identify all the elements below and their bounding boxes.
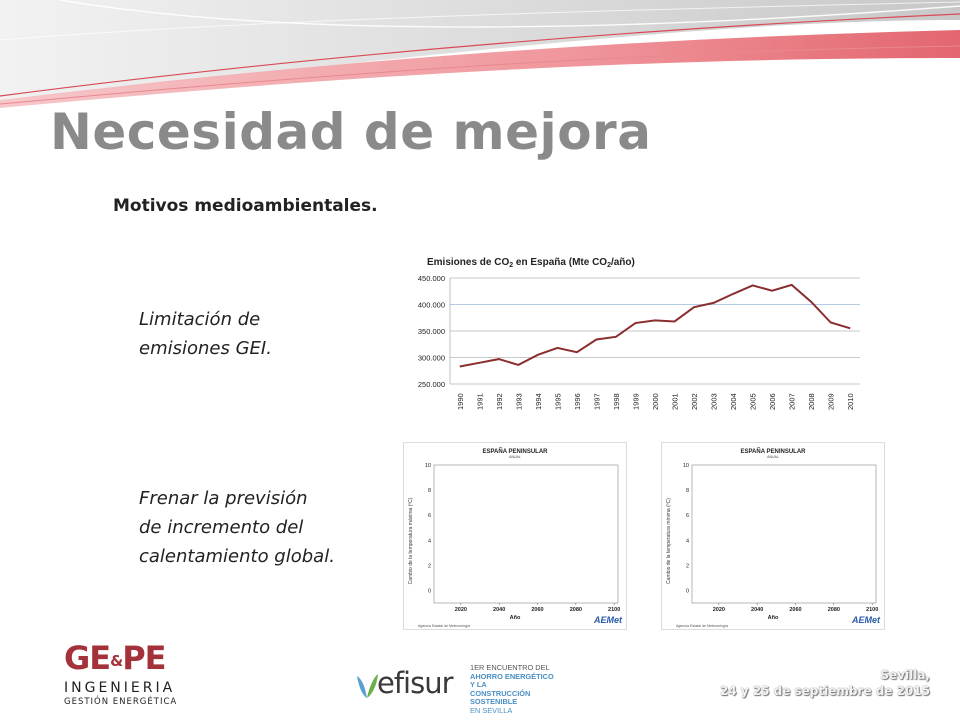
- y-tick-label: 450.000: [418, 274, 445, 283]
- x-tick-label: 2004: [729, 393, 738, 410]
- x-tick-label: 1993: [514, 393, 523, 410]
- x-tick-label: 2020: [455, 607, 467, 613]
- x-axis-label: Año: [510, 615, 521, 621]
- x-tick-label: 2100: [866, 607, 878, 613]
- efisur-logo: efisur 1ER ENCUENTRO DEL AHORRO ENERGÉTI…: [355, 663, 560, 714]
- y-tick-label: 0: [428, 588, 431, 594]
- gepe-line1: INGENIERIA: [64, 680, 176, 696]
- bullet-line: Frenar la previsión: [139, 488, 308, 509]
- y-tick-label: 6: [686, 513, 689, 519]
- gepe-mark: GE&PE: [64, 639, 167, 677]
- x-tick-label: 2006: [768, 393, 777, 410]
- x-tick-label: 1996: [573, 393, 582, 410]
- x-tick-label: 2009: [827, 393, 836, 410]
- climate-projection-panel-max: ESPAÑA PENINSULAR ANUAL 0 2 4 6 8 10 2020 2040…: [403, 442, 627, 630]
- efisur-wordmark: efisur: [377, 666, 454, 700]
- bullet-line: de incremento del: [139, 517, 304, 538]
- co2-emissions-chart: Emisiones de CO2 en España (Mte CO2/año)…: [418, 257, 860, 410]
- panel-subtitle: ANUAL: [767, 455, 779, 459]
- y-tick-label: 4: [428, 538, 431, 544]
- bullet-line: calentamiento global.: [139, 546, 335, 567]
- aemet-logo: AEMet: [593, 615, 623, 625]
- x-axis-label: Año: [768, 615, 779, 621]
- slide-title: Necesidad de mejora: [50, 103, 652, 161]
- efisur-description: 1ER ENCUENTRO DEL AHORRO ENERGÉTICO Y LA…: [470, 663, 554, 715]
- bullet-line: Limitación de: [139, 309, 261, 330]
- y-tick-label: 2: [428, 563, 431, 569]
- efisur-leaf-icon: [357, 674, 378, 698]
- y-tick-label: 10: [425, 463, 431, 469]
- y-tick-label: 400.000: [418, 301, 445, 310]
- x-tick-label: 2000: [651, 393, 660, 410]
- y-tick-label: 10: [683, 463, 689, 469]
- x-tick-label: 2007: [788, 393, 797, 410]
- gepe-line2: GESTIÓN ENERGÉTICA: [64, 697, 178, 707]
- panel-footer: Agencia Estatal de Meteorología: [418, 624, 470, 628]
- y-tick-label: 0: [686, 588, 689, 594]
- bullet-emission-limit: Limitación de emisiones GEI.: [139, 305, 272, 363]
- event-city: Sevilla,: [880, 668, 930, 682]
- event-dates: 24 y 25 de septiembre de 2015: [719, 684, 930, 698]
- x-tick-label: 2002: [690, 393, 699, 410]
- plot-frame: [691, 464, 877, 604]
- y-tick-label: 300.000: [418, 354, 445, 363]
- x-tick-label: 1994: [534, 393, 543, 410]
- chart-title: Emisiones de CO2 en España (Mte CO2/año): [427, 257, 635, 269]
- panel-title: ESPAÑA PENINSULAR: [740, 448, 806, 455]
- temperature-min-chart: ESPAÑA PENINSULAR ANUAL 0 2 4 6 8 10 2020 2040…: [666, 448, 881, 628]
- x-tick-label: 2008: [807, 393, 816, 410]
- x-tick-label: 1990: [456, 393, 465, 410]
- x-tick-label: 2060: [531, 607, 543, 613]
- x-tick-label: 1998: [612, 393, 621, 410]
- x-tick-label: 1997: [592, 393, 601, 410]
- x-tick-label: 2003: [710, 393, 719, 410]
- y-tick-label: 250.000: [418, 380, 445, 389]
- x-tick-label: 1999: [631, 393, 640, 410]
- panel-footer: Agencia Estatal de Meteorología: [676, 624, 728, 628]
- x-tick-label: 2040: [493, 607, 505, 613]
- y-axis-label: Cambio de la temperatura máxima (ºC): [408, 497, 414, 584]
- y-tick-label: 4: [686, 538, 689, 544]
- bullet-line: emisiones GEI.: [139, 338, 272, 359]
- panel-title: ESPAÑA PENINSULAR: [482, 448, 548, 455]
- x-tick-label: 1992: [495, 393, 504, 410]
- bullet-warming-forecast: Frenar la previsión de incremento del ca…: [139, 484, 335, 571]
- x-tick-label: 2005: [749, 393, 758, 410]
- temperature-max-chart: ESPAÑA PENINSULAR ANUAL 0 2 4 6 8 10 2020 2040…: [408, 448, 623, 628]
- panel-subtitle: ANUAL: [509, 455, 521, 459]
- x-tick-label: 2010: [846, 393, 855, 410]
- y-tick-label: 8: [686, 488, 689, 494]
- co2-series-line: [459, 283, 851, 368]
- y-tick-label: 2: [686, 563, 689, 569]
- x-tick-label: 2060: [789, 607, 801, 613]
- x-tick-label: 1995: [553, 393, 562, 410]
- y-tick-label: 350.000: [418, 327, 445, 336]
- x-tick-label: 2040: [751, 607, 763, 613]
- header-wave-decoration: [0, 0, 960, 108]
- event-info: Sevilla, 24 y 25 de septiembre de 2015: [720, 667, 930, 699]
- y-axis-label: Cambio de la temperatura mínima (ºC): [666, 498, 672, 584]
- y-tick-label: 8: [428, 488, 431, 494]
- x-tick-label: 2100: [608, 607, 620, 613]
- x-tick-label: 2080: [570, 607, 582, 613]
- x-tick-label: 2020: [713, 607, 725, 613]
- climate-projection-panel-min: ESPAÑA PENINSULAR ANUAL 0 2 4 6 8 10 2020 2040…: [661, 442, 885, 630]
- slide-subtitle: Motivos medioambientales.: [113, 196, 378, 216]
- plot-frame: [433, 464, 619, 604]
- y-tick-label: 6: [428, 513, 431, 519]
- x-tick-label: 1991: [475, 393, 484, 410]
- gepe-logo: GE&PE INGENIERIA GESTIÓN ENERGÉTICA: [64, 640, 179, 710]
- aemet-logo: AEMet: [851, 615, 881, 625]
- x-tick-label: 2001: [671, 393, 680, 410]
- x-tick-label: 2080: [828, 607, 840, 613]
